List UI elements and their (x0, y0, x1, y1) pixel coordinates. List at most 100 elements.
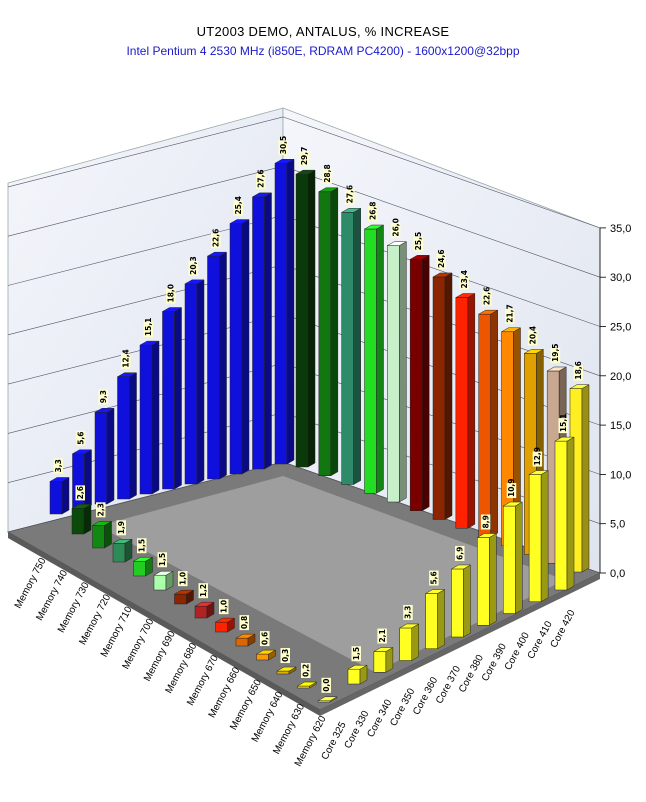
bar: 5,6 (424, 570, 446, 650)
data-label: 5,6 (430, 571, 439, 584)
bar-face (295, 173, 309, 468)
bar: 2,1 (372, 628, 394, 673)
bar-side (467, 293, 476, 529)
data-label-bg (573, 365, 583, 381)
data-label: 25,5 (414, 232, 423, 251)
bar-face (207, 255, 220, 480)
data-label: 2,1 (378, 629, 387, 642)
bar-top (502, 501, 524, 507)
data-label: 21,7 (506, 304, 515, 323)
bar: 6,9 (450, 545, 472, 638)
bar-top (184, 279, 205, 285)
data-label: 22,6 (483, 287, 492, 306)
data-label-bg (280, 648, 290, 664)
bar-top (386, 241, 408, 246)
bar-top (424, 589, 446, 594)
bar-face (112, 543, 126, 563)
bar-side (437, 589, 445, 650)
bar-side (490, 309, 498, 538)
y-tick-label: 5,0 (610, 519, 625, 531)
data-label: 1,0 (179, 572, 188, 585)
bar: 25,4 (229, 196, 250, 475)
bar-face (451, 568, 464, 638)
bar: 3,3 (398, 604, 420, 661)
bar: 29,7 (295, 147, 316, 468)
data-label-bg (482, 291, 492, 307)
bar-side (566, 436, 575, 591)
bar-face (409, 259, 423, 511)
bar-side (219, 251, 227, 480)
data-label-bg (506, 483, 517, 499)
bar-top (235, 633, 256, 639)
data-label: 18,0 (167, 284, 176, 303)
bar: 1,5 (347, 646, 368, 685)
bar-face (387, 245, 400, 503)
bar-side (444, 272, 453, 520)
bar-top (194, 601, 215, 607)
bar: 8,9 (476, 514, 498, 626)
bar: 1,5 (153, 552, 174, 591)
data-label-bg (345, 189, 355, 205)
bar-face (477, 537, 490, 626)
bar-side (83, 503, 92, 535)
data-label-bg (219, 599, 229, 615)
y-tick-label: 15,0 (610, 420, 631, 432)
bar-face (235, 637, 249, 647)
bar: 22,6 (477, 287, 499, 538)
bar-side (385, 647, 394, 673)
bar-top (409, 255, 431, 260)
bar: 0,2 (296, 663, 318, 689)
data-label-bg (459, 274, 469, 290)
bar: 3,3 (49, 458, 70, 515)
data-label-bg (137, 538, 147, 554)
bar-face (455, 297, 469, 529)
bar-top (255, 649, 277, 655)
bar-top (317, 187, 339, 193)
bar-face (117, 376, 130, 500)
data-label: 0,0 (322, 679, 331, 692)
data-label-bg (377, 628, 387, 644)
data-label: 0,6 (261, 632, 270, 645)
bar-top (116, 372, 138, 377)
data-label-bg (198, 583, 208, 599)
bar: 28,8 (317, 164, 339, 477)
data-label: 28,8 (323, 164, 332, 183)
bar-side (463, 564, 471, 638)
bar: 23,4 (454, 270, 476, 529)
data-label-bg (455, 545, 465, 561)
data-label-bg (322, 168, 332, 184)
data-label: 3,3 (54, 459, 63, 472)
bar-face (49, 481, 63, 515)
bar-top (372, 647, 394, 652)
bar-face (71, 508, 85, 535)
bar-side (411, 623, 419, 661)
data-label: 24,6 (437, 249, 446, 268)
bar-side (540, 470, 549, 603)
data-label: 1,2 (199, 584, 208, 597)
bar-side (376, 224, 384, 494)
bar-top (251, 192, 273, 198)
bar-top (317, 696, 338, 702)
bar: 10,9 (502, 479, 524, 614)
bar-face (478, 313, 491, 538)
bar-face (94, 412, 108, 505)
data-label-bg (188, 260, 198, 276)
data-label-bg (75, 485, 85, 501)
bar-side (61, 477, 70, 515)
bar: 1,5 (132, 538, 154, 577)
bar-top (523, 349, 545, 354)
bar-side (515, 501, 523, 614)
data-label-bg (260, 631, 270, 647)
bar-top (132, 556, 154, 562)
bar-top (398, 623, 420, 629)
data-label-bg (53, 458, 63, 474)
data-label-bg (256, 173, 266, 189)
data-label: 30,5 (279, 136, 288, 155)
data-label-bg (121, 353, 131, 369)
bar-face (341, 212, 354, 485)
y-tick-label: 30,0 (610, 272, 631, 284)
bar-face (139, 344, 153, 495)
bar-face (554, 440, 568, 591)
data-label: 5,6 (77, 431, 86, 444)
bar-side (84, 449, 92, 510)
